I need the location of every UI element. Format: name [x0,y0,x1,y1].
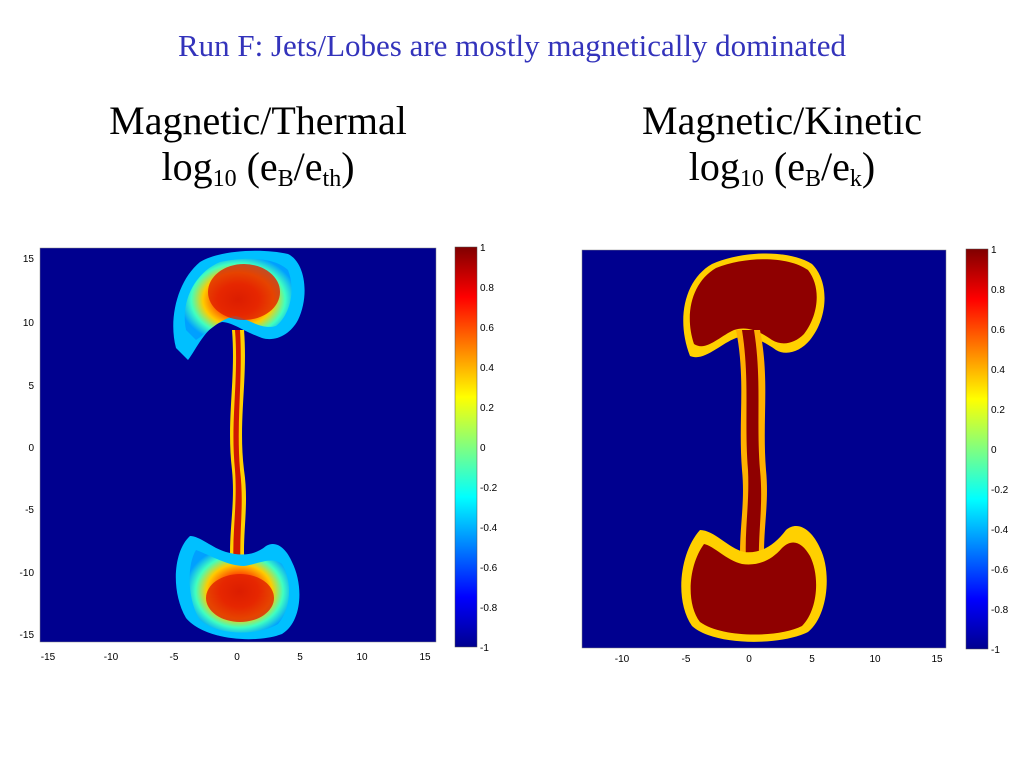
y-tick: 15 [23,254,35,265]
formula-part: /e [293,144,323,189]
colorbar-tick: -0.8 [991,605,1009,616]
panel-heading-kinetic-label: Magnetic/Kinetic [642,98,922,143]
formula-sub-k: k [849,166,862,192]
formula-part: (e [763,144,805,189]
x-tick: 5 [297,652,303,663]
colorbar-tick: -0.6 [991,565,1009,576]
plot-kinetic: -10 -5 0 5 10 15 1 0.8 0.6 0.4 0.2 0 -0.… [581,245,1009,665]
formula-close: ) [861,144,876,189]
formula-sub-b: B [804,166,821,192]
y-tick: -15 [20,630,35,641]
colorbar-tick: -1 [991,645,1000,656]
colorbar-tick: 0.6 [991,325,1005,336]
panel-formula-thermal: log10 (eB/eth) [58,144,458,192]
colorbar-thermal [454,246,478,648]
x-tick: 10 [869,654,881,665]
plot-thermal: 15 10 5 0 -5 -10 -15 -15 -10 -5 0 5 10 1… [20,243,498,663]
colorbar-tick: 0 [480,443,486,454]
colorbar-tick: 0.2 [991,405,1005,416]
colorbar-tick: -0.4 [991,525,1009,536]
upper-lobe-thermal [173,250,305,360]
x-tick: -5 [682,654,691,665]
panel-formula-kinetic: log10 (eB/ek) [572,144,992,192]
x-tick: 15 [931,654,943,665]
y-tick: 5 [28,381,34,392]
colorbar-tick: 1 [991,245,997,256]
x-tick: 0 [746,654,752,665]
y-tick: 10 [23,318,35,329]
colorbar-tick: -0.8 [480,603,498,614]
formula-log: log [161,144,213,189]
colorbar-tick: 0.8 [480,283,494,294]
y-tick: 0 [28,443,34,454]
colorbar-tick: 0.6 [480,323,494,334]
y-tick: -10 [20,568,35,579]
colorbar-tick: -0.4 [480,523,498,534]
colorbar-tick: 1 [480,243,486,254]
colorbar-kinetic [965,248,989,650]
upper-lobe-kinetic [683,253,825,358]
slide-title: Run F: Jets/Lobes are mostly magneticall… [177,28,847,63]
x-tick: 5 [809,654,815,665]
colorbar-tick: -1 [480,643,489,654]
formula-base: 10 [212,166,237,192]
colorbar-tick: 0.8 [991,285,1005,296]
x-tick: 10 [356,652,368,663]
formula-part: /e [821,144,850,189]
panel-heading-kinetic: Magnetic/Kinetic log10 (eB/ek) [572,98,992,192]
x-tick: 15 [419,652,431,663]
y-tick: -5 [25,505,34,516]
formula-base: 10 [739,166,764,192]
formula-log: log [688,144,740,189]
colorbar-tick: 0.4 [480,363,494,374]
x-tick: -5 [170,652,179,663]
formula-close: ) [341,144,355,189]
colorbar-tick: 0.4 [991,365,1005,376]
colorbar-tick: 0.2 [480,403,494,414]
formula-sub-b: B [277,166,294,192]
x-tick: -10 [104,652,119,663]
panel-heading-thermal: Magnetic/Thermal log10 (eB/eth) [58,98,458,192]
lower-lobe-kinetic [681,526,827,642]
x-tick: 0 [234,652,240,663]
panel-heading-thermal-label: Magnetic/Thermal [109,98,407,143]
colorbar-tick: -0.6 [480,563,498,574]
colorbar-tick: 0 [991,445,997,456]
x-tick: -15 [41,652,56,663]
x-tick: -10 [615,654,630,665]
colorbar-tick: -0.2 [991,485,1009,496]
lower-lobe-thermal [175,536,300,640]
formula-part: (e [236,144,278,189]
formula-sub-th: th [322,166,342,192]
colorbar-tick: -0.2 [480,483,498,494]
